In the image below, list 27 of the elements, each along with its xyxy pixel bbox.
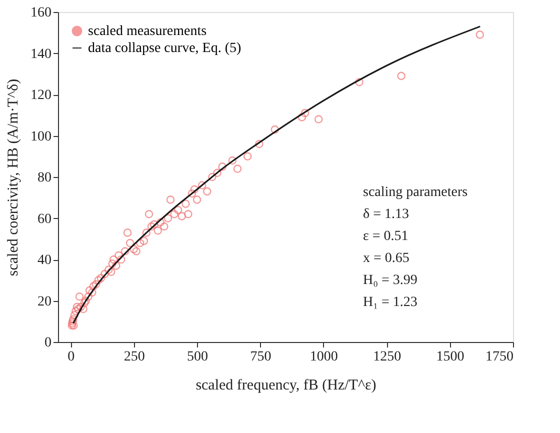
annotation: δ = 1.13: [363, 207, 409, 222]
y-axis-title: scaled coercivity, HB (A/m·T^δ): [6, 78, 22, 276]
y-tick-label: 140: [30, 46, 52, 62]
x-tick-label: 1750: [486, 350, 514, 364]
annotation: ε = 0.51: [363, 229, 408, 244]
legend-label: scaled measurements: [88, 24, 207, 39]
y-tick-label: 80: [38, 170, 52, 186]
y-tick-label: 20: [38, 294, 52, 310]
x-tick-label: 1000: [310, 350, 338, 364]
x-tick-label: 750: [250, 350, 272, 364]
x-axis-title: scaled frequency, fB (Hz/T^ε): [196, 378, 376, 394]
y-tick-label: 100: [30, 129, 52, 144]
legend-label: data collapse curve, Eq. (5): [88, 41, 242, 56]
x-tick-label: 1500: [436, 350, 464, 364]
annotation: H₀ = 3.99: [363, 273, 418, 288]
annotation: scaling parameters: [363, 185, 468, 200]
y-tick-label: 0: [44, 336, 52, 350]
y-tick-label: 60: [38, 212, 52, 227]
x-tick-label: 500: [187, 350, 208, 364]
y-tick-label: 120: [30, 88, 52, 103]
annotation: H₁ = 1.23: [363, 295, 418, 310]
x-tick-label: 1250: [373, 350, 402, 364]
annotation: x = 0.65: [363, 251, 410, 266]
x-tick-label: 250: [124, 350, 145, 364]
y-tick-label: 40: [38, 253, 52, 268]
y-tick-label: 160: [30, 6, 52, 20]
x-tick-label: 0: [68, 350, 75, 364]
